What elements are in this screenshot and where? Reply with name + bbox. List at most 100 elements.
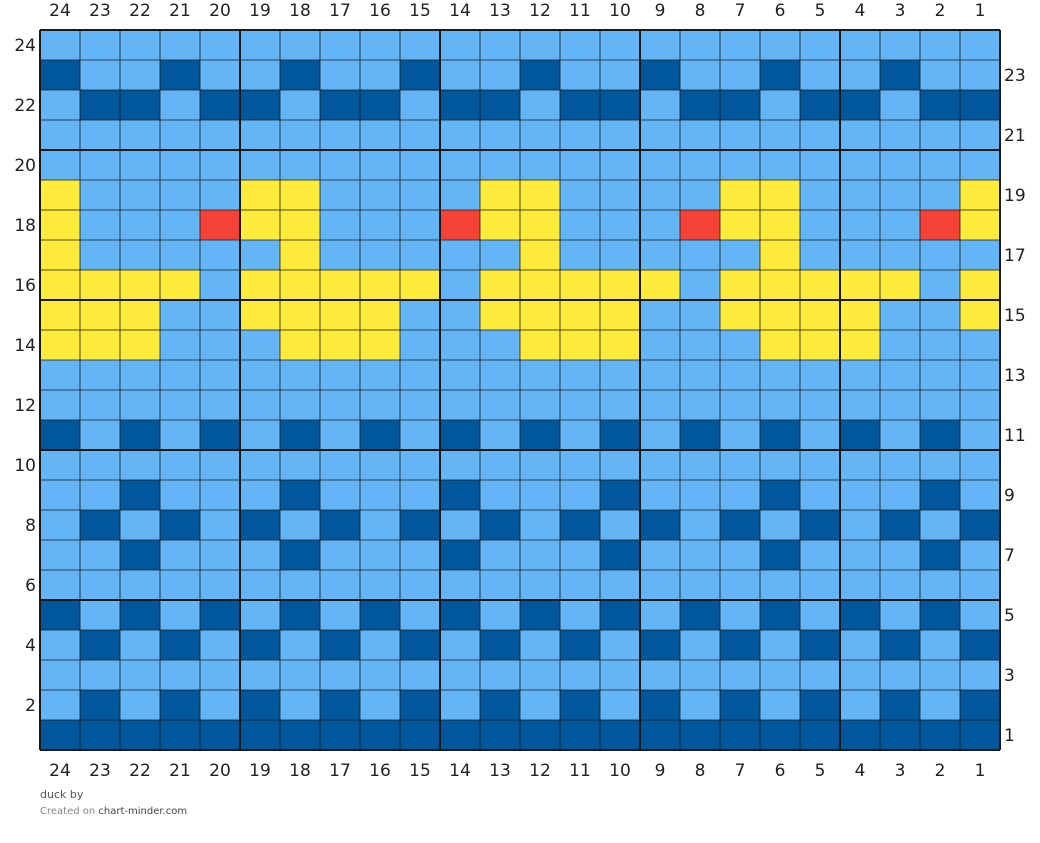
- chart-cell: [960, 360, 1000, 390]
- chart-cell: [80, 450, 120, 480]
- chart-cell: [360, 450, 400, 480]
- chart-cell: [360, 420, 400, 450]
- chart-cell: [720, 150, 760, 180]
- chart-cell: [680, 690, 720, 720]
- chart-cell: [520, 180, 560, 210]
- chart-cell: [440, 360, 480, 390]
- chart-cell: [80, 720, 120, 750]
- chart-cell: [640, 480, 680, 510]
- chart-cell: [800, 90, 840, 120]
- column-label-bottom: 21: [169, 761, 191, 780]
- chart-cell: [360, 630, 400, 660]
- chart-cell: [760, 270, 800, 300]
- chart-cell: [160, 120, 200, 150]
- chart-cell: [480, 600, 520, 630]
- chart-cell: [160, 720, 200, 750]
- chart-cell: [640, 300, 680, 330]
- chart-cell: [240, 690, 280, 720]
- chart-cell: [120, 420, 160, 450]
- chart-cell: [560, 480, 600, 510]
- chart-cell: [320, 630, 360, 660]
- chart-cell: [80, 90, 120, 120]
- row-label-right: 9: [1004, 486, 1015, 506]
- chart-cell: [160, 480, 200, 510]
- chart-cell: [440, 600, 480, 630]
- chart-cell: [920, 600, 960, 630]
- chart-cell: [560, 510, 600, 540]
- chart-cell: [520, 300, 560, 330]
- chart-cell: [800, 720, 840, 750]
- chart-cell: [280, 360, 320, 390]
- chart-cell: [520, 210, 560, 240]
- chart-cell: [200, 90, 240, 120]
- chart-cell: [480, 180, 520, 210]
- chart-cell: [560, 390, 600, 420]
- chart-cell: [920, 330, 960, 360]
- chart-cell: [120, 240, 160, 270]
- chart-cell: [400, 270, 440, 300]
- chart-cell: [240, 660, 280, 690]
- chart-cell: [800, 180, 840, 210]
- chart-cell: [920, 30, 960, 60]
- column-label-bottom: 10: [609, 761, 631, 780]
- chart-cell: [240, 270, 280, 300]
- chart-cell: [720, 630, 760, 660]
- chart-cell: [680, 240, 720, 270]
- chart-cell: [760, 210, 800, 240]
- chart-cell: [280, 330, 320, 360]
- chart-cell: [240, 720, 280, 750]
- column-label-top: 20: [209, 1, 231, 21]
- chart-cell: [80, 510, 120, 540]
- chart-cell: [400, 510, 440, 540]
- row-label-left: 14: [14, 336, 36, 356]
- chart-cell: [400, 360, 440, 390]
- chart-cell: [40, 150, 80, 180]
- chart-cell: [280, 510, 320, 540]
- chart-cell: [240, 540, 280, 570]
- chart-cell: [720, 60, 760, 90]
- column-label-top: 8: [695, 1, 706, 21]
- chart-cell: [200, 330, 240, 360]
- chart-cell: [480, 30, 520, 60]
- chart-cell: [960, 210, 1000, 240]
- chart-cell: [440, 120, 480, 150]
- chart-cell: [80, 690, 120, 720]
- chart-cell: [520, 60, 560, 90]
- chart-cell: [320, 390, 360, 420]
- chart-cell: [40, 120, 80, 150]
- chart-cell: [480, 300, 520, 330]
- chart-cell: [840, 180, 880, 210]
- chart-cell: [760, 60, 800, 90]
- chart-cell: [720, 30, 760, 60]
- chart-cell: [240, 120, 280, 150]
- chart-cell: [240, 570, 280, 600]
- chart-cell: [160, 240, 200, 270]
- chart-cell: [280, 420, 320, 450]
- chart-cell: [40, 30, 80, 60]
- chart-cell: [760, 240, 800, 270]
- column-label-top: 23: [89, 1, 111, 21]
- chart-cell: [640, 390, 680, 420]
- chart-cell: [920, 570, 960, 600]
- site-link[interactable]: chart-minder.com: [98, 806, 188, 817]
- chart-cell: [240, 630, 280, 660]
- chart-cell: [160, 210, 200, 240]
- chart-cell: [560, 540, 600, 570]
- chart-cell: [120, 510, 160, 540]
- column-label-bottom: 5: [815, 761, 826, 780]
- chart-cell: [320, 570, 360, 600]
- row-label-left: 24: [14, 36, 36, 56]
- chart-cell: [640, 120, 680, 150]
- chart-cell: [320, 720, 360, 750]
- chart-cell: [720, 600, 760, 630]
- chart-cell: [120, 600, 160, 630]
- chart-cell: [480, 60, 520, 90]
- chart-cell: [760, 570, 800, 600]
- chart-cell: [440, 90, 480, 120]
- chart-cell: [680, 360, 720, 390]
- chart-cell: [80, 240, 120, 270]
- chart-cell: [560, 720, 600, 750]
- chart-cell: [800, 120, 840, 150]
- chart-cell: [80, 150, 120, 180]
- chart-cell: [440, 630, 480, 660]
